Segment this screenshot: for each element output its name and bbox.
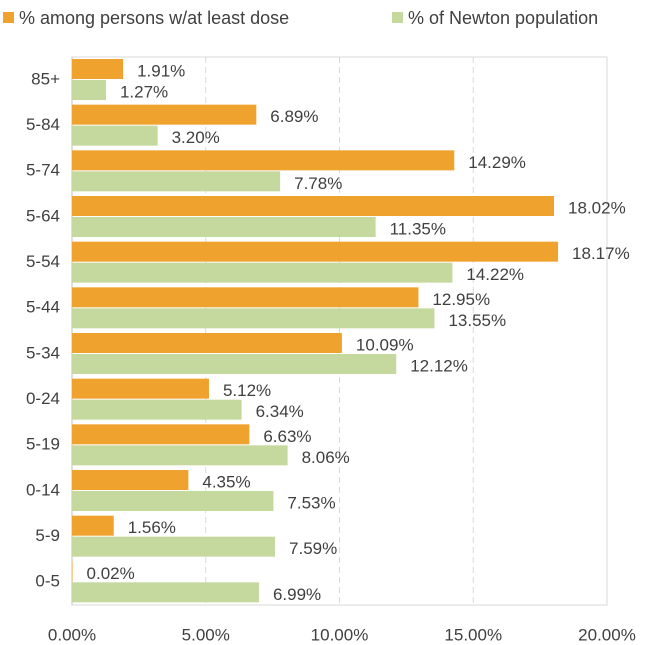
data-label: 6.34%	[256, 402, 304, 421]
bar	[72, 536, 276, 557]
data-label: 1.91%	[137, 61, 185, 80]
data-label: 6.99%	[273, 585, 321, 604]
bar	[72, 582, 259, 603]
bar	[72, 308, 435, 329]
bar	[72, 491, 274, 511]
bar	[72, 171, 281, 192]
bar	[72, 378, 209, 399]
data-label: 6.63%	[263, 427, 311, 446]
bar	[72, 354, 397, 374]
data-label: 7.53%	[287, 493, 335, 512]
bar	[72, 104, 257, 125]
bar	[72, 217, 376, 237]
data-label: 5.12%	[223, 381, 271, 400]
legend-swatch	[392, 12, 403, 23]
y-tick-label: 0-14	[26, 480, 60, 499]
y-tick-label: 5-19	[26, 435, 60, 454]
bar	[72, 196, 555, 216]
data-label: 18.17%	[572, 244, 630, 263]
y-tick-label: 85+	[31, 69, 60, 88]
data-label: 14.29%	[468, 153, 526, 172]
data-label: 10.09%	[356, 335, 414, 354]
data-label: 13.55%	[448, 311, 506, 330]
y-tick-label: 5-9	[35, 526, 60, 545]
bar	[72, 470, 189, 490]
data-label: 11.35%	[390, 219, 446, 238]
y-tick-label: 5-84	[26, 115, 60, 134]
bar	[72, 515, 114, 536]
bar	[72, 150, 455, 171]
y-tick-label: 5-34	[26, 343, 60, 362]
bar	[72, 125, 158, 146]
x-tick-label: 15.00%	[444, 625, 502, 644]
bar	[72, 424, 250, 445]
data-label: 0.02%	[87, 564, 135, 583]
x-tick-label: 0.00%	[48, 625, 96, 644]
bar	[72, 241, 559, 262]
data-label: 6.89%	[270, 107, 318, 126]
bar	[72, 287, 419, 308]
y-tick-label: 5-74	[26, 161, 60, 180]
data-label: 12.12%	[410, 356, 468, 375]
bar	[72, 561, 73, 582]
bar	[72, 80, 106, 100]
bar	[72, 333, 342, 353]
y-tick-label: 0-24	[26, 389, 60, 408]
y-tick-label: 0-5	[35, 572, 60, 591]
bar	[72, 59, 124, 79]
data-label: 3.20%	[172, 128, 220, 147]
legend-swatch	[3, 12, 14, 23]
data-label: 7.59%	[289, 539, 337, 558]
data-label: 7.78%	[294, 174, 342, 193]
data-label: 18.02%	[568, 198, 626, 217]
bar	[72, 399, 242, 420]
x-tick-label: 20.00%	[578, 625, 636, 644]
data-label: 1.56%	[128, 518, 176, 537]
data-label: 14.22%	[466, 265, 524, 284]
legend-label: % of Newton population	[408, 8, 598, 28]
legend-label: % among persons w/at least dose	[19, 8, 289, 28]
data-label: 12.95%	[432, 290, 490, 309]
y-tick-label: 5-54	[26, 252, 60, 271]
y-tick-label: 5-44	[26, 298, 60, 317]
data-label: 8.06%	[302, 448, 350, 467]
bar	[72, 262, 453, 283]
y-tick-label: 5-64	[26, 206, 60, 225]
data-label: 1.27%	[120, 82, 168, 101]
x-tick-label: 10.00%	[311, 625, 369, 644]
x-tick-label: 5.00%	[182, 625, 230, 644]
data-label: 4.35%	[202, 472, 250, 491]
bar	[72, 445, 288, 466]
